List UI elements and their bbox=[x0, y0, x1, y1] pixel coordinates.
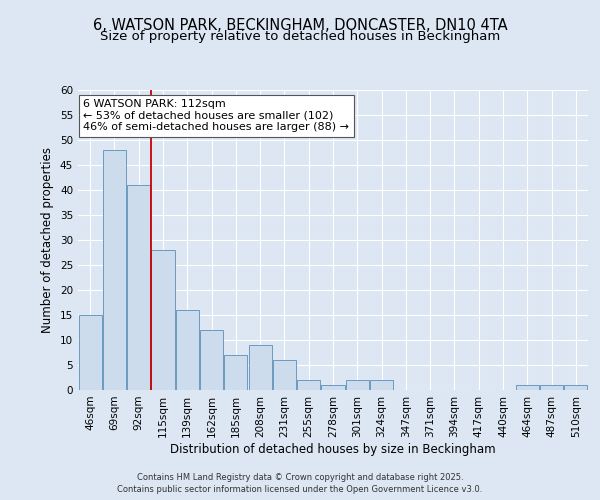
Text: 6 WATSON PARK: 112sqm
← 53% of detached houses are smaller (102)
46% of semi-det: 6 WATSON PARK: 112sqm ← 53% of detached … bbox=[83, 99, 349, 132]
Text: 6, WATSON PARK, BECKINGHAM, DONCASTER, DN10 4TA: 6, WATSON PARK, BECKINGHAM, DONCASTER, D… bbox=[92, 18, 508, 32]
Bar bbox=[103, 150, 126, 390]
Text: Contains HM Land Registry data © Crown copyright and database right 2025.: Contains HM Land Registry data © Crown c… bbox=[137, 472, 463, 482]
Bar bbox=[127, 185, 150, 390]
Text: Contains public sector information licensed under the Open Government Licence v3: Contains public sector information licen… bbox=[118, 485, 482, 494]
Bar bbox=[346, 380, 369, 390]
Bar bbox=[540, 385, 563, 390]
Bar bbox=[248, 345, 272, 390]
Bar bbox=[224, 355, 247, 390]
Bar bbox=[151, 250, 175, 390]
Bar bbox=[79, 315, 101, 390]
Bar bbox=[273, 360, 296, 390]
Bar bbox=[322, 385, 344, 390]
Bar bbox=[516, 385, 539, 390]
Bar bbox=[370, 380, 393, 390]
Bar bbox=[200, 330, 223, 390]
Bar bbox=[297, 380, 320, 390]
Bar bbox=[565, 385, 587, 390]
X-axis label: Distribution of detached houses by size in Beckingham: Distribution of detached houses by size … bbox=[170, 442, 496, 456]
Y-axis label: Number of detached properties: Number of detached properties bbox=[41, 147, 55, 333]
Bar bbox=[176, 310, 199, 390]
Text: Size of property relative to detached houses in Beckingham: Size of property relative to detached ho… bbox=[100, 30, 500, 43]
